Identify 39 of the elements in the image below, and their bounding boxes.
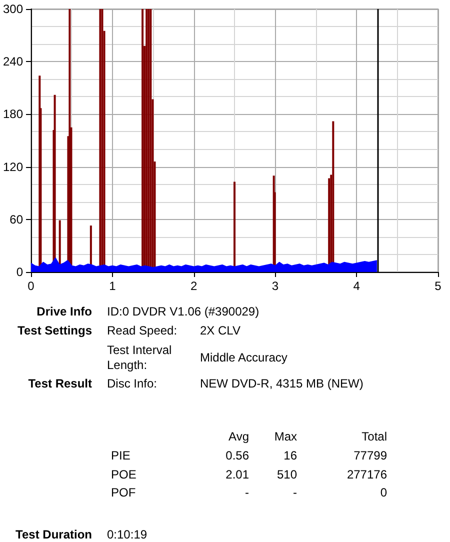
text: Disc Info: [107, 376, 158, 392]
text: 0:10:19 [107, 528, 148, 542]
text: Read Speed: [107, 324, 178, 338]
x-tick-label: 4 [353, 279, 360, 293]
y-tick-label: 240 [2, 54, 24, 69]
text: 510 [276, 468, 297, 482]
text: Test Result [27, 376, 92, 392]
text: 77799 [352, 448, 387, 464]
text: NEW DVD-R, 4315 MB (NEW) [200, 376, 364, 392]
y-tick-label: 180 [2, 107, 24, 122]
text: 2X CLV [200, 324, 240, 338]
text: 0.56 [224, 448, 249, 464]
text: 2.01 [224, 468, 249, 482]
x-tick-label: 5 [434, 279, 442, 293]
text: POE [111, 468, 136, 482]
text: ID:0 DVDR V1.06 (#390029) [107, 304, 260, 320]
x-tick-label: 1 [109, 279, 116, 293]
text: Test Interval Length: [107, 343, 173, 373]
y-tick-label: 60 [10, 212, 24, 226]
text: Avg [228, 430, 249, 444]
text: 16 [282, 448, 297, 464]
y-tick-label: 300 [2, 2, 24, 16]
y-tick-label: 120 [2, 160, 24, 174]
text: Middle Accuracy [200, 350, 288, 366]
x-tick-label: 2 [190, 279, 198, 293]
text: POF [111, 486, 136, 500]
text: Drive Info [36, 304, 92, 320]
text: - [292, 486, 297, 500]
x-tick-label: 3 [272, 279, 279, 293]
text: 277176 [346, 468, 387, 482]
text: PIE [111, 448, 130, 464]
y-tick-label: 0 [16, 265, 24, 279]
text: 0 [379, 486, 387, 500]
text: Total [360, 430, 387, 444]
text: Test Duration [14, 528, 92, 542]
text: - [244, 486, 249, 500]
text: Max [273, 430, 297, 444]
x-tick-label: 0 [28, 279, 35, 293]
text: Test Settings [16, 324, 92, 338]
